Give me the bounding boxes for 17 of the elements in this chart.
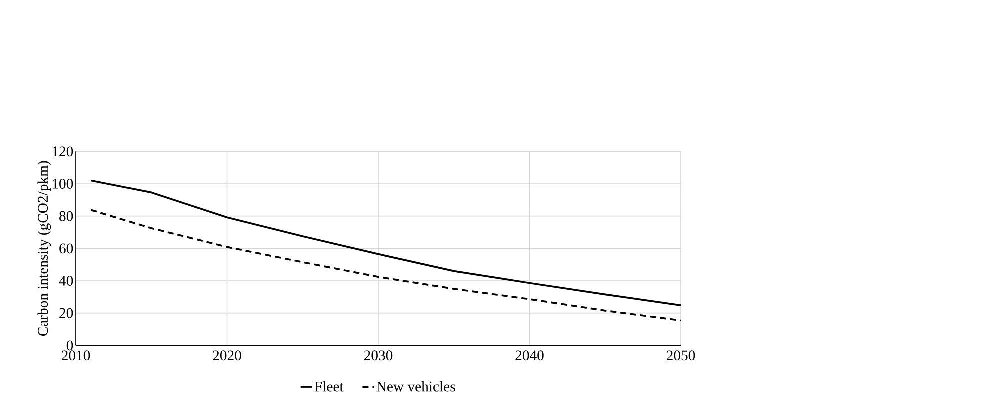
- legend-label: Fleet: [314, 381, 344, 392]
- y-tick-label: 0: [66, 340, 74, 351]
- y-tick-label: 120: [52, 146, 74, 157]
- y-tick-label: 40: [59, 276, 74, 286]
- y-axis-title: Carbon intensity (gCO2/pkm): [38, 161, 52, 336]
- x-tick-label: 2030: [364, 350, 393, 361]
- x-tick-label: 2050: [666, 350, 696, 361]
- x-tick-label: 2010: [62, 350, 90, 361]
- line-series: [90, 209, 681, 322]
- y-tick-label: 60: [60, 244, 74, 254]
- y-tick-label: 100: [52, 179, 74, 189]
- legend-label: New vehicles: [376, 381, 456, 392]
- y-tick-label: 20: [60, 308, 74, 318]
- x-tick-label: 2040: [516, 350, 544, 361]
- x-tick-label: 2020: [213, 350, 242, 361]
- line-series: [90, 180, 681, 306]
- y-tick-label: 80: [60, 211, 74, 222]
